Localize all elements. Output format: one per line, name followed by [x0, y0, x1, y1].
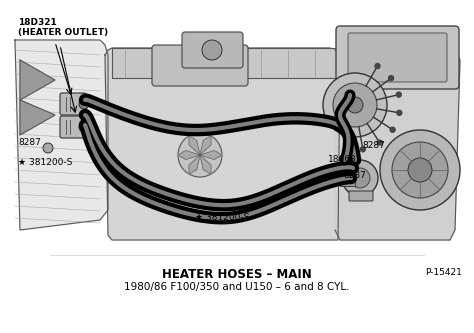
Circle shape: [389, 76, 393, 81]
Text: P-15421: P-15421: [425, 268, 462, 277]
FancyBboxPatch shape: [340, 180, 355, 186]
Text: 8287: 8287: [18, 138, 41, 147]
Circle shape: [178, 133, 222, 177]
FancyBboxPatch shape: [152, 45, 248, 86]
FancyBboxPatch shape: [349, 191, 373, 201]
Text: 1980/86 F100/350 and U150 – 6 and 8 CYL.: 1980/86 F100/350 and U150 – 6 and 8 CYL.: [124, 282, 350, 292]
FancyBboxPatch shape: [340, 168, 355, 174]
Polygon shape: [105, 48, 340, 240]
FancyBboxPatch shape: [112, 48, 340, 78]
FancyBboxPatch shape: [60, 93, 86, 115]
Circle shape: [350, 168, 370, 188]
FancyBboxPatch shape: [348, 33, 447, 82]
Circle shape: [392, 142, 448, 198]
Polygon shape: [20, 60, 55, 100]
Text: 8287: 8287: [343, 171, 366, 180]
Circle shape: [79, 99, 89, 109]
Circle shape: [390, 127, 395, 132]
Polygon shape: [200, 151, 222, 160]
FancyBboxPatch shape: [60, 116, 86, 138]
Text: 18D321
(HEATER OUTLET): 18D321 (HEATER OUTLET): [18, 18, 108, 37]
Polygon shape: [189, 136, 200, 155]
Circle shape: [323, 73, 387, 137]
Circle shape: [347, 97, 363, 113]
Polygon shape: [189, 155, 200, 174]
Polygon shape: [200, 136, 211, 155]
Text: HEATER HOSES – MAIN: HEATER HOSES – MAIN: [162, 268, 312, 281]
Text: ★ 381200-S: ★ 381200-S: [18, 158, 73, 167]
Text: ★ 381200-S: ★ 381200-S: [195, 213, 249, 222]
Circle shape: [202, 40, 222, 60]
Polygon shape: [178, 151, 200, 160]
Polygon shape: [15, 40, 108, 230]
Text: 8287: 8287: [362, 141, 385, 150]
Polygon shape: [335, 48, 460, 240]
Circle shape: [397, 110, 402, 115]
Circle shape: [396, 92, 401, 97]
Circle shape: [79, 122, 89, 132]
Circle shape: [375, 64, 380, 69]
Circle shape: [43, 143, 53, 153]
FancyBboxPatch shape: [182, 32, 243, 68]
FancyBboxPatch shape: [336, 26, 459, 89]
Circle shape: [360, 147, 365, 152]
Polygon shape: [200, 155, 211, 174]
Text: 18663: 18663: [328, 155, 357, 164]
Polygon shape: [20, 100, 55, 135]
Circle shape: [342, 160, 378, 196]
Circle shape: [380, 130, 460, 210]
Circle shape: [408, 158, 432, 182]
Circle shape: [377, 140, 382, 145]
Circle shape: [333, 83, 377, 127]
